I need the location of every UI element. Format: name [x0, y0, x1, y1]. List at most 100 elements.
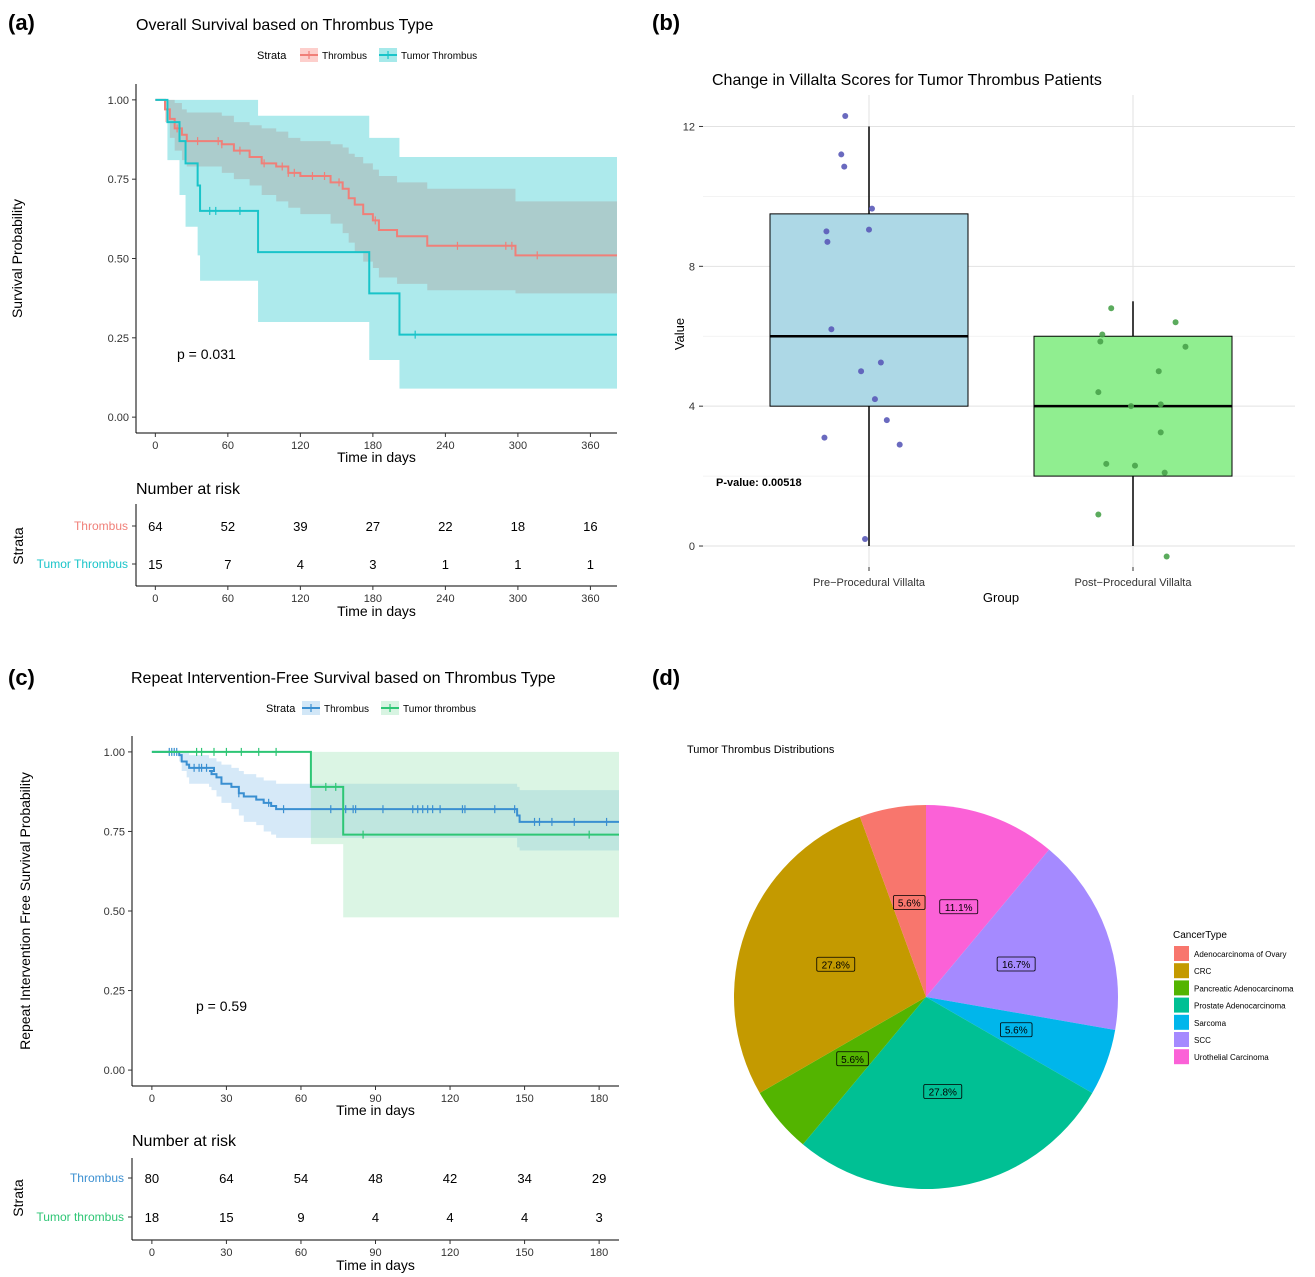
risk-cell: 18: [145, 1210, 159, 1225]
x-tick-label: 60: [222, 440, 234, 452]
data-point: [1182, 343, 1189, 350]
p-value-a: p = 0.031: [177, 346, 236, 362]
risk-cell: 34: [517, 1171, 531, 1186]
risk-cell: 16: [583, 519, 597, 534]
chart-title-d: Tumor Thrombus Distributions: [687, 744, 835, 756]
x-tick-label: 60: [295, 1093, 307, 1105]
x-tick-label: Post−Procedural Villalta: [1075, 577, 1193, 589]
data-point: [1131, 462, 1138, 469]
data-point: [1163, 553, 1170, 560]
x-tick-label: 150: [515, 1093, 533, 1105]
y-tick-label: 12: [683, 121, 695, 133]
pie-label-box-2: [996, 956, 1036, 972]
x-axis-title: Time in days: [337, 449, 416, 465]
plot-inner: [151, 747, 619, 918]
p-value-b: P-value: 0.00518: [716, 477, 802, 489]
legend-label-4: Prostate Adenocarcinoma: [1194, 1002, 1286, 1011]
legend-label-1: Adenocarcinoma of Ovary: [1194, 950, 1287, 959]
risk-cell: 1: [442, 557, 449, 572]
legend-label-2: CRC: [1194, 967, 1212, 976]
pie-slice-7: [859, 805, 926, 997]
x-tick-label: 180: [590, 1093, 608, 1105]
legend-label-1: Thrombus: [322, 51, 367, 62]
plot-inner: [155, 98, 617, 389]
data-point: [1095, 389, 1102, 396]
risk-x-tick-label: 90: [369, 1247, 381, 1259]
panel-c: (c) Repeat Intervention-Free Survival ba…: [8, 665, 619, 1273]
risk-cell: 54: [294, 1171, 308, 1186]
pie-label-6: 27.8%: [822, 960, 850, 971]
legend-c: Strata Thrombus Tumor thrombus: [266, 701, 476, 715]
pie-slice-1: [926, 805, 1050, 997]
legend-d: Adenocarcinoma of Ovary CRC Pancreatic Ade…: [1174, 946, 1294, 1065]
pie-label-4: 27.8%: [929, 1088, 957, 1099]
data-point: [877, 359, 884, 366]
pie-label-box-5: [836, 1051, 869, 1067]
panel-label-c: (c): [8, 665, 35, 690]
risk-x-tick-label: 180: [364, 593, 382, 605]
risk-cell: 7: [224, 557, 231, 572]
risk-x-tick-label: 360: [581, 593, 599, 605]
risk-strata-label-c: Strata: [10, 1179, 26, 1217]
legend-title-a: Strata: [257, 50, 287, 62]
survival-line-2: [155, 98, 617, 336]
risk-x-tick-label: 120: [291, 593, 309, 605]
risk-cell: 15: [219, 1210, 233, 1225]
risk-cell: 1: [587, 557, 594, 572]
risk-x-tick-label: 180: [590, 1247, 608, 1259]
risk-cell: 29: [592, 1171, 606, 1186]
plot-area-c: 0.00 0.25 0.50 0.75 1.00 0 30 60 90 120 150 180 Time…: [17, 736, 619, 1118]
pie-slice-4: [802, 997, 1093, 1189]
box-1: [769, 213, 969, 407]
pie-slice-5: [759, 997, 926, 1145]
data-point: [1155, 368, 1162, 375]
risk-cell: 64: [148, 519, 162, 534]
x-tick-label: 240: [436, 440, 454, 452]
x-tick-label: 0: [152, 440, 158, 452]
panel-label-b: (b): [652, 10, 680, 35]
risk-cell: 1: [514, 557, 521, 572]
legend-label-5: Sarcoma: [1194, 1019, 1227, 1028]
legend-label-2: Tumor thrombus: [403, 704, 476, 715]
y-tick-label: 0.25: [104, 986, 125, 998]
legend-a: Strata Thrombus Tumor Thrombus: [257, 48, 477, 62]
data-point: [1097, 338, 1104, 345]
risk-row-label-2: Tumor thrombus: [36, 1210, 124, 1224]
y-tick-label: 0.00: [108, 412, 129, 424]
y-tick-label: 4: [689, 401, 695, 413]
y-tick-label: 0.75: [108, 174, 129, 186]
risk-cell: 3: [596, 1210, 603, 1225]
data-point: [871, 396, 878, 403]
data-point: [841, 163, 848, 170]
legend-key-6: [1174, 1032, 1189, 1047]
y-axis-title: Value: [672, 318, 687, 350]
pie-label-3: 5.6%: [1005, 1026, 1028, 1037]
chart-title-c: Repeat Intervention-Free Survival based …: [131, 670, 556, 687]
risk-row-label-1: Thrombus: [74, 519, 128, 533]
data-point: [1099, 331, 1106, 338]
legend-key-7: [1174, 1049, 1189, 1065]
y-tick-label: 8: [689, 261, 695, 273]
risk-cell: 48: [368, 1171, 382, 1186]
data-point: [868, 205, 875, 212]
risk-cell: 18: [511, 519, 525, 534]
risk-cell: 15: [148, 557, 162, 572]
risk-x-tick-label: 60: [222, 593, 234, 605]
x-axis-title: Time in days: [336, 1102, 415, 1118]
x-tick-label: 0: [149, 1093, 155, 1105]
pie-area-d: 11.1% 16.7% 5.6% 27.8% 5.6% 27.8% 5.6%: [734, 805, 1118, 1189]
pie-label-box-3: [1000, 1022, 1033, 1038]
risk-strata-label-a: Strata: [10, 527, 26, 565]
risk-cell: 22: [438, 519, 452, 534]
risk-cell: 9: [297, 1210, 304, 1225]
data-point: [1103, 460, 1110, 467]
risk-row-label-2: Tumor Thrombus: [37, 557, 128, 571]
x-tick-label: 360: [581, 440, 599, 452]
pie-label-5: 5.6%: [841, 1055, 864, 1066]
risk-cell: 4: [372, 1210, 379, 1225]
data-point: [883, 417, 890, 424]
pie-label-box-6: [816, 956, 856, 972]
risk-cell: 3: [369, 557, 376, 572]
legend-label-1: Thrombus: [324, 704, 369, 715]
